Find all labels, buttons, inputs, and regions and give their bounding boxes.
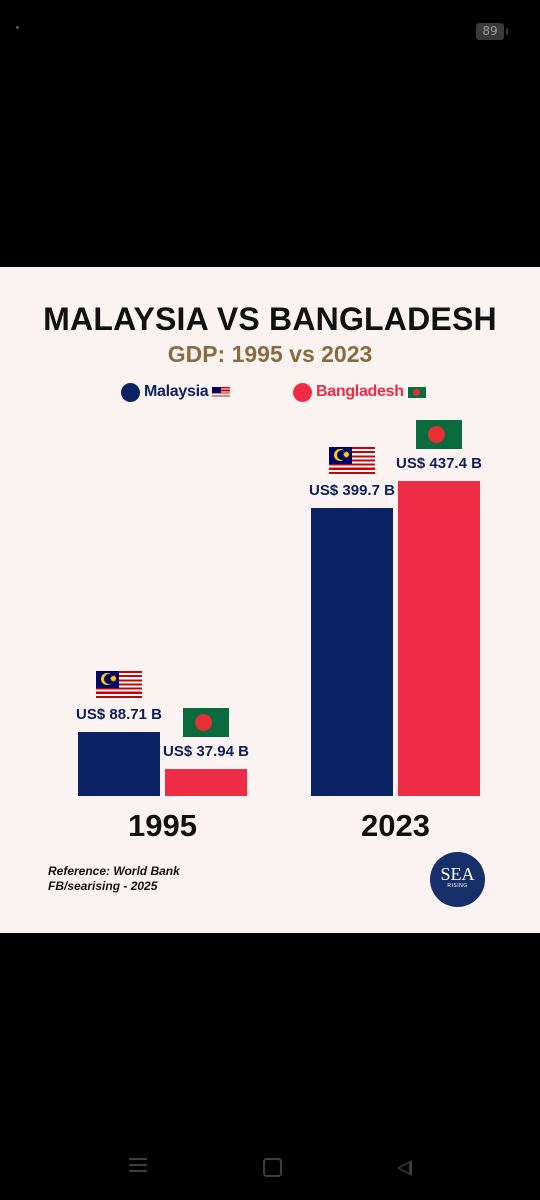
bar-bangladesh-2023[interactable] [398, 481, 480, 796]
sea-rising-logo: SEA RISING [430, 852, 485, 907]
chart-subtitle: GDP: 1995 vs 2023 [167, 341, 373, 367]
bar-malaysia-2023[interactable] [311, 508, 393, 796]
x-tick-label-2023: 2023 [361, 808, 430, 843]
notification-dot-icon [16, 26, 19, 29]
malaysia-flag-icon: ✹ [96, 671, 142, 700]
back-triangle-icon[interactable] [397, 1160, 412, 1176]
legend-item-bangladesh: Bangladesh [293, 381, 426, 403]
malaysia-flag-icon: ✹ [329, 447, 375, 476]
bar-bangladesh-1995[interactable] [165, 769, 247, 796]
bangladesh-flag-icon [416, 420, 462, 449]
data-label-malaysia-1995: US$ 88.71 B [76, 706, 162, 723]
data-label-malaysia-2023: US$ 399.7 B [309, 482, 395, 499]
bangladesh-flag-icon [407, 386, 426, 398]
credit-line: FB/searising - 2025 [48, 879, 158, 893]
status-bar: 89 [0, 0, 540, 60]
legend-swatch-malaysia [121, 382, 140, 402]
bar-malaysia-1995[interactable] [78, 732, 160, 796]
menu-lines-icon[interactable] [129, 1158, 147, 1174]
malaysia-flag-icon [212, 386, 231, 398]
data-label-bangladesh-1995: US$ 37.94 B [163, 743, 249, 760]
chart-title: MALAYSIA VS BANGLADESH [43, 301, 497, 337]
legend-item-malaysia: Malaysia [121, 381, 231, 403]
data-label-bangladesh-2023: US$ 437.4 B [396, 455, 482, 472]
x-tick-label-1995: 1995 [128, 808, 197, 843]
legend-label-malaysia: Malaysia [144, 383, 209, 400]
reference-source: Reference: World Bank [48, 864, 180, 878]
legend-label-bangladesh: Bangladesh [316, 383, 404, 400]
home-square-icon[interactable] [263, 1158, 282, 1177]
legend-swatch-bangladesh [293, 382, 312, 402]
logo-subtext: RISING [447, 883, 468, 889]
bangladesh-flag-icon [183, 708, 229, 737]
logo-text: SEA [440, 864, 475, 884]
reference-note: Reference: World Bank FB/searising - 202… [48, 864, 180, 894]
battery-icon: 89 [476, 23, 508, 40]
